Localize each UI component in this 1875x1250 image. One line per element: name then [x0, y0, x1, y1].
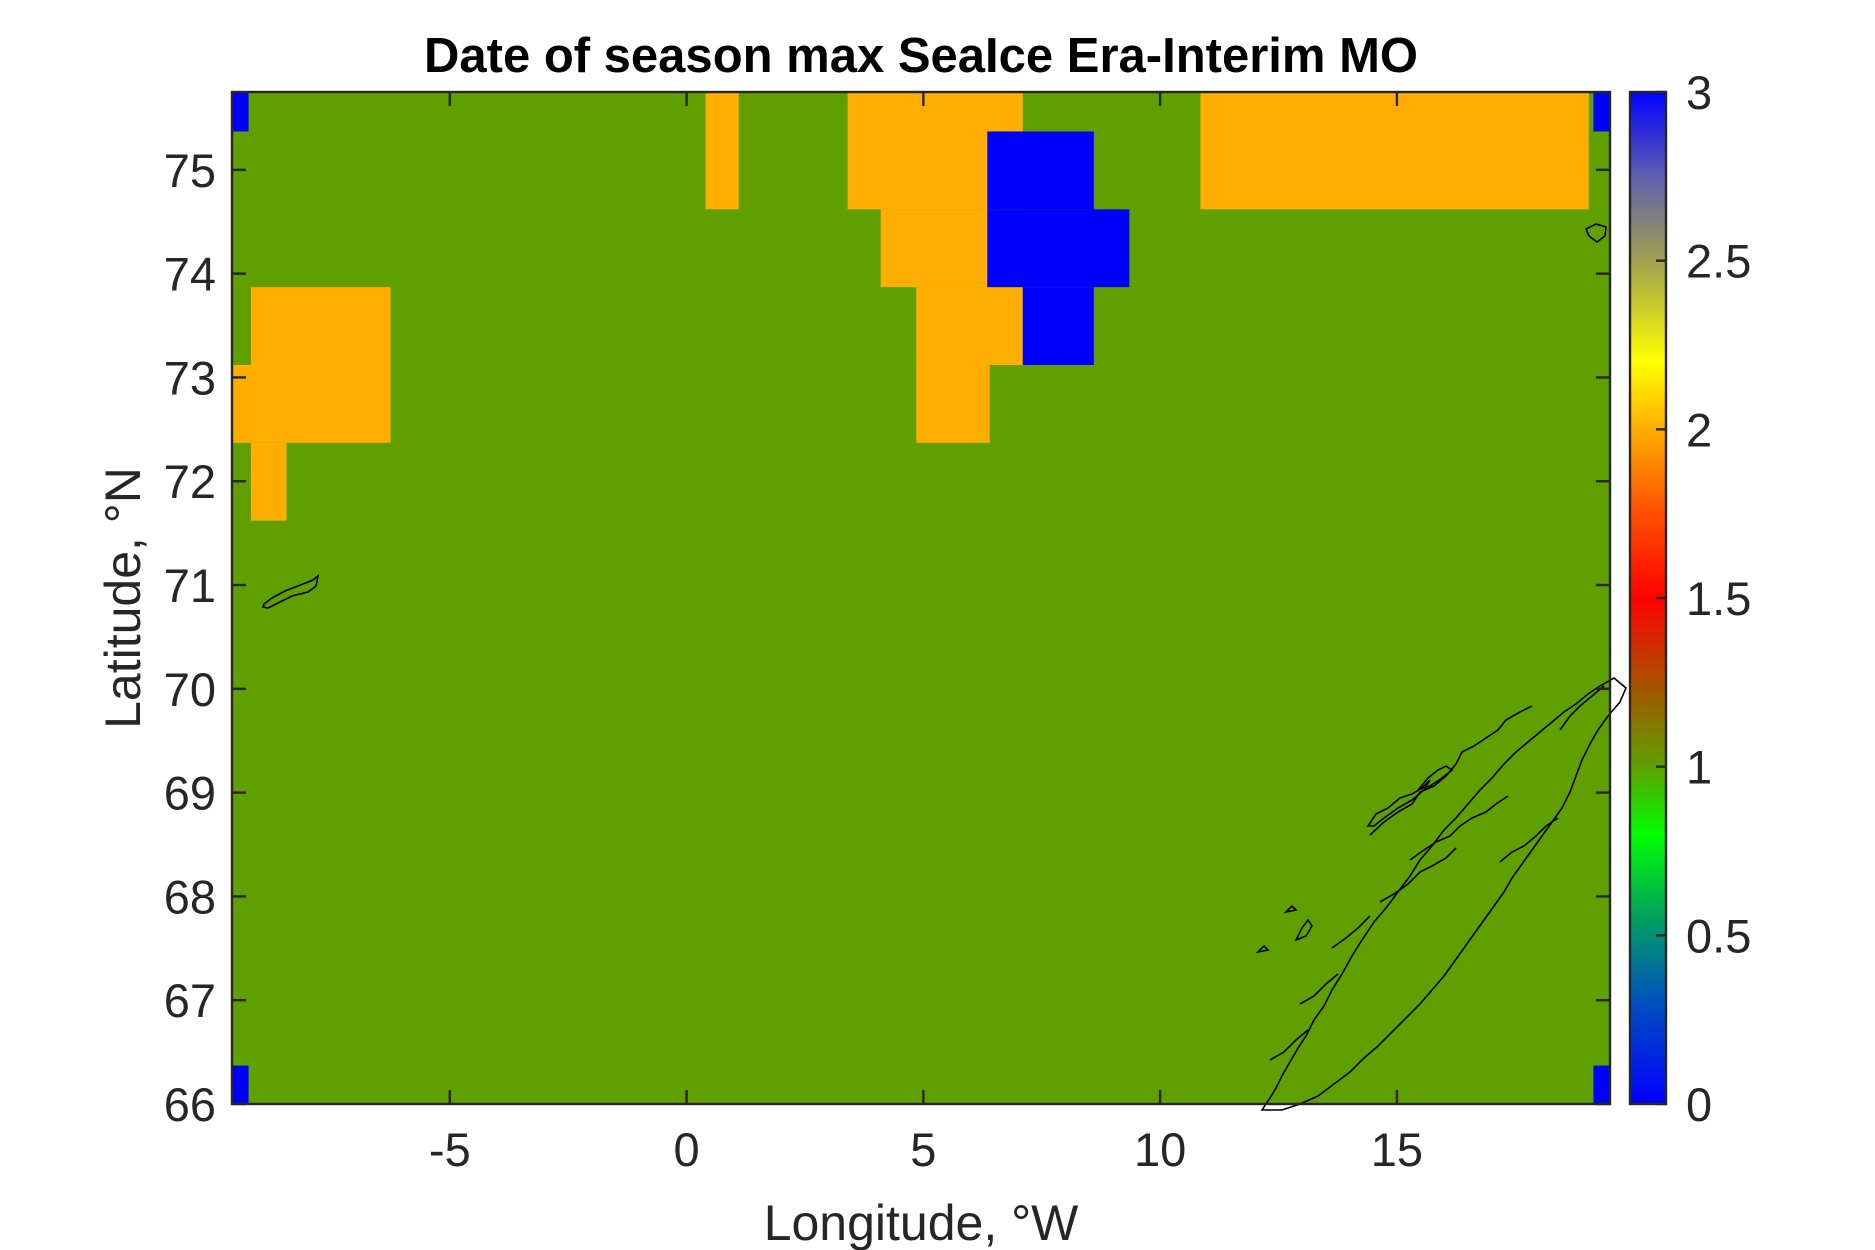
map-cell: [250, 442, 287, 521]
colorbar-tick-label: 3: [1686, 66, 1712, 119]
map-cell: [916, 287, 1023, 365]
y-tick-label: 74: [164, 248, 216, 301]
map-cell: [916, 364, 990, 443]
colorbar-tick-label: 1: [1686, 741, 1712, 794]
map-cell: [232, 1065, 249, 1104]
x-tick-label: -5: [429, 1123, 471, 1176]
coastline-jan-mayen: [261, 574, 320, 609]
chart-title: Date of season max SeaIce Era-Interim MO: [424, 29, 1418, 83]
map-cell: [880, 209, 990, 288]
y-tick-label: 67: [164, 974, 216, 1027]
y-tick-label: 72: [164, 455, 216, 508]
coastline-norway-mainland: [1260, 677, 1627, 1111]
x-tick-label: 10: [1134, 1123, 1186, 1176]
x-tick-label: 15: [1371, 1123, 1423, 1176]
map-cell: [987, 209, 1130, 288]
coastline-norway-fjords: [1269, 685, 1605, 1061]
map-cell: [232, 92, 249, 132]
map-grid: [232, 92, 1610, 1104]
y-tick-label: 69: [164, 767, 216, 820]
map-cell: [250, 287, 391, 443]
y-tick-label: 70: [164, 663, 216, 716]
map-cell: [705, 92, 739, 210]
y-tick-label: 75: [164, 144, 216, 197]
coastline-lofoten: [1255, 765, 1454, 954]
y-tick-label: 71: [164, 559, 216, 612]
x-tick-label: 0: [674, 1123, 700, 1176]
plot-frame: [230, 90, 1612, 1106]
y-tick-label: 68: [164, 870, 216, 923]
axis-ticks: -5 0 5 10 15 66 67 68 69 70 71 72 73 74 75: [164, 92, 1610, 1176]
x-axis-label: Longitude, °W: [764, 1195, 1079, 1250]
colorbar-ticks: 0 0.5 1 1.5 2 2.5 3: [1656, 66, 1751, 1131]
colorbar-tick-label: 1.5: [1686, 572, 1751, 625]
y-tick-label: 66: [164, 1078, 216, 1131]
y-axis-label: Latitude, °N: [95, 467, 151, 729]
map-cell: [1593, 1065, 1610, 1104]
coastlines: [261, 223, 1627, 1111]
colorbar-tick-label: 2.5: [1686, 235, 1751, 288]
map-cell: [1200, 92, 1589, 210]
map-cell: [1022, 287, 1094, 365]
map-cell: [1593, 92, 1610, 132]
coastline-bear-island: [1584, 223, 1607, 243]
colorbar-tick-label: 0.5: [1686, 909, 1751, 962]
colorbar-tick-label: 2: [1686, 403, 1712, 456]
y-tick-label: 73: [164, 351, 216, 404]
colorbar-tick-label: 0: [1686, 1078, 1712, 1131]
map-cell: [232, 364, 251, 443]
x-tick-label: 5: [910, 1123, 936, 1176]
map-cell: [987, 131, 1094, 210]
